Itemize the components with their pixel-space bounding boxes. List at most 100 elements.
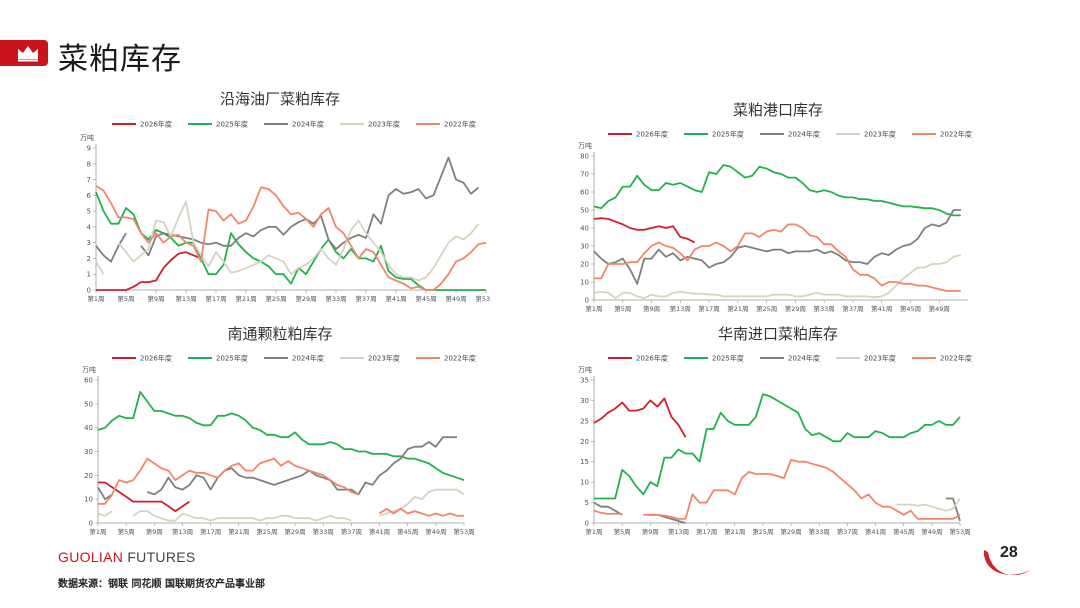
x-tick-label: 第1周 [89, 527, 106, 536]
chart-title: 南通颗粒粕库存 [227, 325, 333, 343]
legend-label: 2024年度 [788, 130, 820, 139]
x-tick-label: 第25周 [756, 304, 777, 313]
y-tick-label: 1 [87, 271, 91, 279]
y-tick-label: 20 [580, 438, 589, 446]
x-tick-label: 第9周 [146, 527, 163, 536]
x-tick-label: 第1周 [585, 304, 602, 313]
x-tick-label: 第1周 [585, 527, 602, 536]
legend-label: 2026年度 [636, 354, 668, 363]
y-tick-label: 60 [580, 189, 589, 197]
page-number: 28 [1000, 544, 1018, 561]
legend-label: 2025年度 [216, 354, 248, 363]
chart-title: 华南进口菜粕库存 [717, 325, 838, 343]
x-tick-label: 第41周 [871, 304, 892, 313]
legend-label: 2024年度 [788, 354, 820, 363]
y-tick-label: 7 [87, 176, 91, 184]
chart-coastal-mills: 沿海油厂菜粕库存 万吨 0 1 2 3 4 5 6 7 8 9 第1周 第5周 第9周 第13周 第17周 第2… [70, 86, 497, 316]
y-tick-label: 40 [580, 225, 589, 233]
x-tick-label: 第49周 [445, 294, 466, 303]
legend-label: 2022年度 [940, 130, 972, 139]
x-tick-label: 第45周 [397, 527, 418, 536]
series-line [96, 251, 202, 291]
y-axis-unit: 万吨 [578, 141, 592, 150]
crown-icon [18, 46, 38, 62]
y-axis-unit: 万吨 [80, 133, 94, 142]
x-tick-label: 第53周 [453, 527, 474, 536]
page-title: 菜粕库存 [58, 42, 182, 77]
x-tick-label: 第5周 [118, 527, 135, 536]
legend-label: 2026年度 [140, 354, 172, 363]
y-tick-label: 30 [580, 397, 589, 405]
legend-label: 2023年度 [368, 120, 400, 129]
series-line [97, 436, 457, 501]
x-tick-label: 第25周 [256, 527, 277, 536]
chart-south-china-import: 华南进口菜粕库存 万吨 0 5 10 15 20 25 30 35 第1周 第5周 第9周 第13周 第1… [568, 322, 988, 542]
series-line [593, 209, 961, 285]
series-line [593, 254, 962, 300]
x-tick-label: 第25周 [752, 527, 773, 536]
y-tick-label: 20 [84, 472, 93, 480]
y-tick-label: 0 [89, 520, 93, 528]
y-tick-label: 5 [87, 208, 91, 216]
x-tick-label: 第9周 [642, 527, 659, 536]
y-tick-label: 70 [580, 171, 589, 179]
y-tick-label: 40 [84, 424, 93, 432]
page-swoosh-icon [983, 550, 1030, 576]
series-line [95, 191, 486, 291]
y-tick-label: 9 [87, 145, 91, 153]
y-tick-label: 0 [585, 297, 589, 305]
y-tick-label: 50 [84, 400, 93, 408]
y-tick-label: 80 [580, 153, 589, 161]
series-line [97, 488, 465, 522]
series-line [98, 481, 191, 512]
y-tick-label: 4 [87, 223, 92, 231]
y-tick-label: 30 [84, 448, 93, 456]
series-line [593, 458, 961, 520]
x-tick-label: 第33周 [313, 527, 334, 536]
y-tick-label: 0 [585, 520, 589, 528]
x-tick-label: 第1周 [87, 294, 104, 303]
x-tick-label: 第13周 [668, 527, 689, 536]
legend-label: 2023年度 [368, 354, 400, 363]
series-line [593, 164, 961, 217]
x-tick-label: 第37周 [355, 294, 376, 303]
chart-nantong-pellet: 南通颗粒粕库存 万吨 0 10 20 30 40 50 60 第1周 第5周 第9周 第13周 第17周… [70, 322, 490, 542]
x-tick-label: 第21周 [724, 527, 745, 536]
x-tick-label: 第33周 [809, 527, 830, 536]
series-line [98, 457, 464, 517]
x-tick-label: 第13周 [172, 527, 193, 536]
y-tick-label: 10 [580, 479, 589, 487]
x-tick-label: 第33周 [814, 304, 835, 313]
y-tick-label: 8 [87, 160, 91, 168]
legend-label: 2024年度 [292, 354, 324, 363]
x-tick-label: 第9周 [147, 294, 164, 303]
y-tick-label: 35 [580, 377, 589, 385]
x-tick-label: 第5周 [614, 304, 631, 313]
x-tick-label: 第17周 [205, 294, 226, 303]
legend-label: 2026年度 [636, 130, 668, 139]
y-tick-label: 10 [580, 279, 589, 287]
x-tick-label: 第25周 [265, 294, 286, 303]
x-tick-label: 第41周 [865, 527, 886, 536]
x-tick-label: 第37周 [842, 304, 863, 313]
x-tick-label: 第49周 [929, 304, 950, 313]
data-source-note: 数据来源：钢联 同花顺 国联期货农产品事业部 [58, 579, 265, 590]
x-tick-label: 第21周 [228, 527, 249, 536]
header-icon [0, 40, 48, 66]
y-tick-label: 30 [580, 243, 589, 251]
legend-label: 2022年度 [940, 354, 972, 363]
y-tick-label: 50 [580, 207, 589, 215]
series-line [896, 497, 961, 512]
series-line [594, 393, 961, 500]
x-tick-label: 第17周 [696, 527, 717, 536]
x-tick-label: 第21周 [727, 304, 748, 313]
series-line [95, 200, 480, 282]
series-line [593, 497, 961, 524]
x-tick-label: 第49周 [921, 527, 942, 536]
legend-label: 2025年度 [712, 354, 744, 363]
x-tick-label: 第5周 [117, 294, 134, 303]
x-tick-label: 第33周 [325, 294, 346, 303]
x-tick-label: 第49周 [425, 527, 446, 536]
legend-label: 2022年度 [444, 354, 476, 363]
brand-logo: GUOLIAN FUTURES [58, 549, 196, 565]
